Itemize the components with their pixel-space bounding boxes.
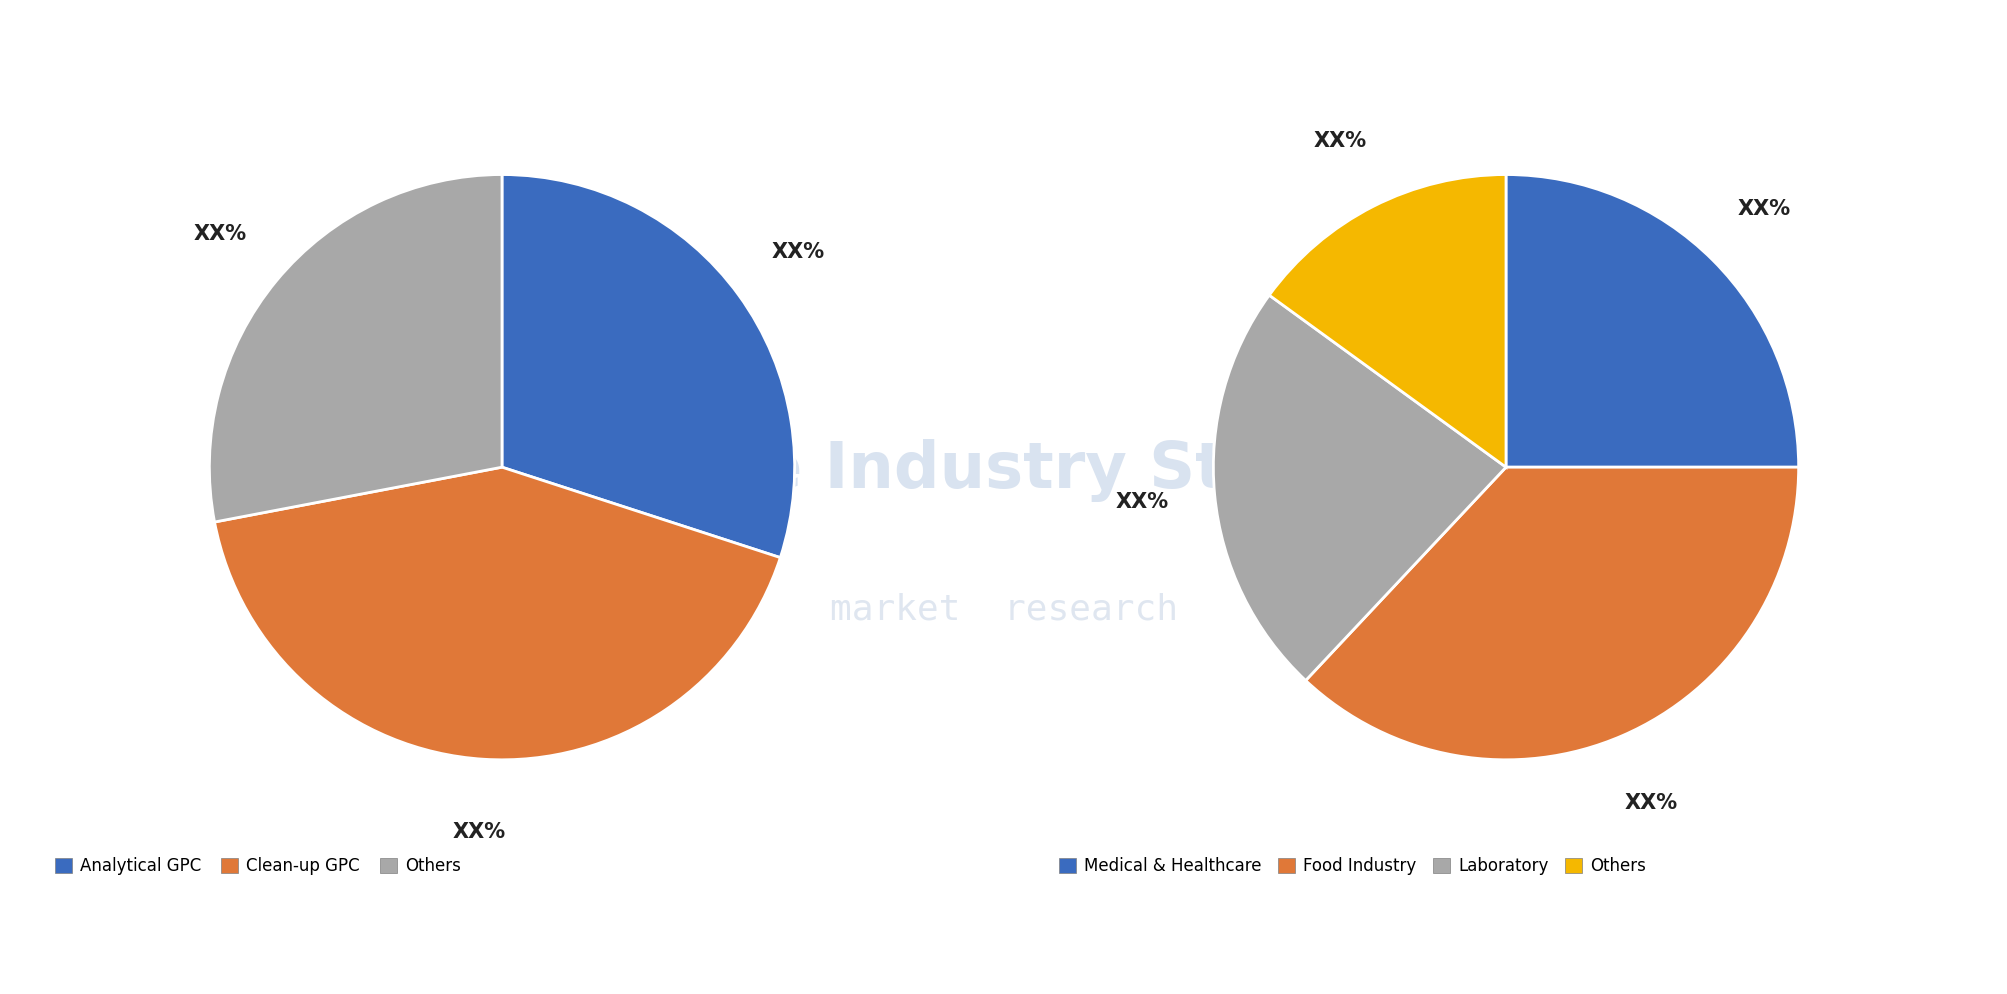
Wedge shape xyxy=(1305,467,1798,759)
Text: XX%: XX% xyxy=(771,243,825,262)
Text: Website: www.theindustrystats.com: Website: www.theindustrystats.com xyxy=(1622,944,1977,962)
Wedge shape xyxy=(209,175,502,522)
Text: XX%: XX% xyxy=(1624,793,1678,813)
Text: XX%: XX% xyxy=(1313,131,1367,151)
Wedge shape xyxy=(1505,175,1798,467)
Text: The Industry Stats: The Industry Stats xyxy=(670,438,1337,502)
Text: XX%: XX% xyxy=(193,224,247,244)
Text: XX%: XX% xyxy=(1114,492,1168,512)
Text: XX%: XX% xyxy=(1738,199,1790,219)
Legend: Medical & Healthcare, Food Industry, Laboratory, Others: Medical & Healthcare, Food Industry, Lab… xyxy=(1052,850,1652,882)
Text: Fig. Global Gel Permeation Chromatography Systems Market Share by Product Types : Fig. Global Gel Permeation Chromatograph… xyxy=(24,29,1347,53)
Text: XX%: XX% xyxy=(452,822,506,842)
Wedge shape xyxy=(215,467,781,759)
Text: Email: sales@theindustrystats.com: Email: sales@theindustrystats.com xyxy=(831,944,1176,962)
Wedge shape xyxy=(502,175,795,558)
Text: market  research: market research xyxy=(829,592,1178,627)
Wedge shape xyxy=(1268,175,1505,467)
Text: Source: Theindustrystats Analysis: Source: Theindustrystats Analysis xyxy=(30,944,365,962)
Wedge shape xyxy=(1212,295,1505,681)
